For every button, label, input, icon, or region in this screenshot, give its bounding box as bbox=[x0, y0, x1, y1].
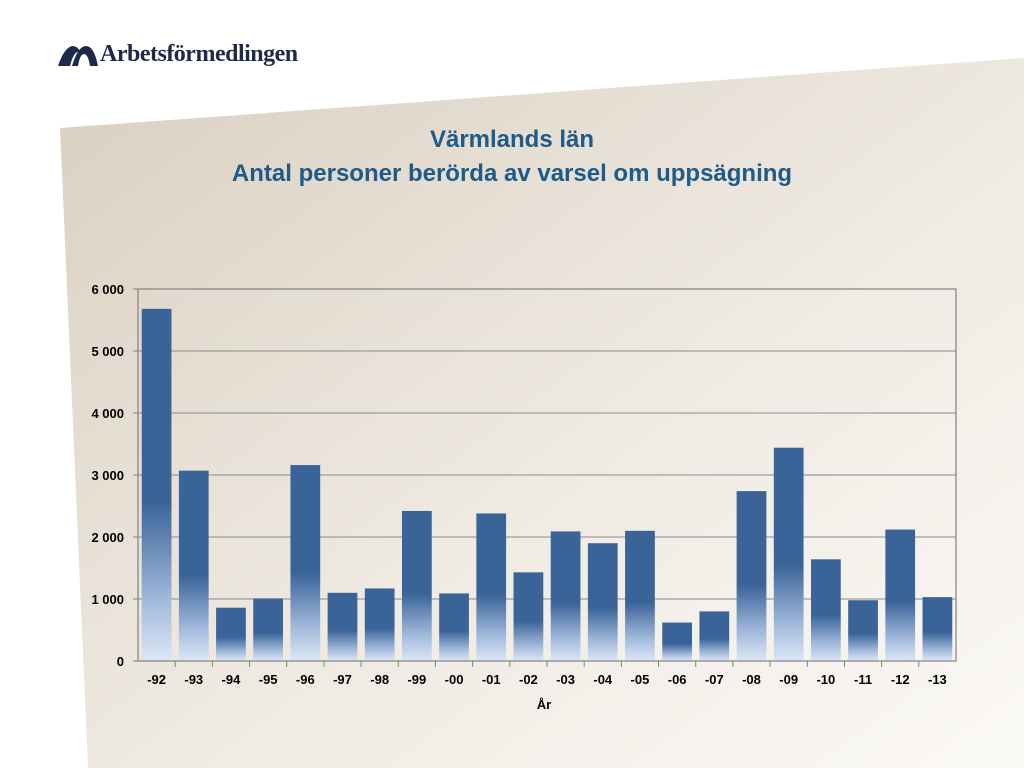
bar-12 bbox=[885, 529, 916, 661]
x-tick-label: -11 bbox=[854, 672, 872, 687]
x-axis-label: År bbox=[537, 697, 551, 712]
y-tick-label: 2 000 bbox=[91, 530, 124, 545]
bar-08 bbox=[736, 491, 767, 661]
x-tick-label: -00 bbox=[445, 672, 464, 687]
arbetsformedlingen-logo-icon bbox=[58, 46, 98, 66]
x-tick-label: -07 bbox=[705, 672, 724, 687]
y-tick-label: 3 000 bbox=[91, 468, 124, 483]
bar-99 bbox=[401, 510, 432, 661]
x-tick-label: -98 bbox=[370, 672, 389, 687]
bar-01 bbox=[476, 513, 507, 661]
bars bbox=[141, 308, 953, 661]
plot-area-frame bbox=[137, 288, 957, 662]
x-tick-label: -02 bbox=[519, 672, 538, 687]
bar-92 bbox=[141, 308, 172, 661]
x-tick-label: -99 bbox=[407, 672, 426, 687]
logo: Arbetsförmedlingen bbox=[58, 38, 298, 70]
bar-95 bbox=[253, 598, 284, 661]
y-tick-labels: 0 1 000 2 000 3 000 4 000 5 000 6 000 bbox=[91, 282, 138, 669]
bar-10 bbox=[810, 559, 841, 661]
bar-98 bbox=[364, 588, 395, 661]
y-tick-label: 4 000 bbox=[91, 406, 124, 421]
logo-text: Arbetsförmedlingen bbox=[100, 40, 298, 67]
slide-subtitle: Antal personer berörda av varsel om upps… bbox=[231, 160, 793, 187]
slide-title: Värmlands län bbox=[429, 126, 595, 153]
x-tick-labels: -92 -93 -94 -95 -96 -97 -98 -99 -00 -01 -02 -03 -04 -… bbox=[147, 661, 947, 687]
x-tick-label: -97 bbox=[333, 672, 352, 687]
bar-96 bbox=[290, 465, 321, 661]
bar-05 bbox=[625, 530, 655, 661]
x-tick-label: -04 bbox=[593, 672, 613, 687]
x-tick-label: -08 bbox=[742, 672, 761, 687]
y-tick-label: 1 000 bbox=[91, 592, 124, 607]
x-tick-label: -94 bbox=[222, 672, 242, 687]
y-tick-label: 5 000 bbox=[91, 344, 124, 359]
bar-13 bbox=[922, 597, 953, 661]
bar-97 bbox=[327, 592, 358, 661]
bar-07 bbox=[699, 611, 730, 661]
y-tick-label: 6 000 bbox=[91, 282, 124, 297]
x-tick-label: -12 bbox=[891, 672, 910, 687]
x-tick-label: -10 bbox=[816, 672, 835, 687]
bar-06 bbox=[662, 622, 693, 661]
x-tick-label: -92 bbox=[147, 672, 166, 687]
x-tick-label: -01 bbox=[482, 672, 501, 687]
x-tick-label: -96 bbox=[296, 672, 315, 687]
bar-00 bbox=[439, 593, 469, 661]
x-tick-label: -09 bbox=[779, 672, 798, 687]
bar-04 bbox=[587, 543, 618, 661]
x-tick-label: -06 bbox=[668, 672, 687, 687]
bar-94 bbox=[216, 607, 246, 661]
x-tick-label: -93 bbox=[184, 672, 203, 687]
bar-11 bbox=[848, 600, 878, 661]
bar-03 bbox=[550, 531, 581, 661]
bar-09 bbox=[773, 447, 804, 661]
x-tick-label: -13 bbox=[928, 672, 947, 687]
bar-02 bbox=[513, 572, 544, 661]
x-tick-label: -05 bbox=[631, 672, 650, 687]
x-tick-label: -95 bbox=[259, 672, 278, 687]
bar-93 bbox=[178, 470, 209, 661]
x-tick-label: -03 bbox=[556, 672, 575, 687]
y-tick-label: 0 bbox=[117, 654, 124, 669]
